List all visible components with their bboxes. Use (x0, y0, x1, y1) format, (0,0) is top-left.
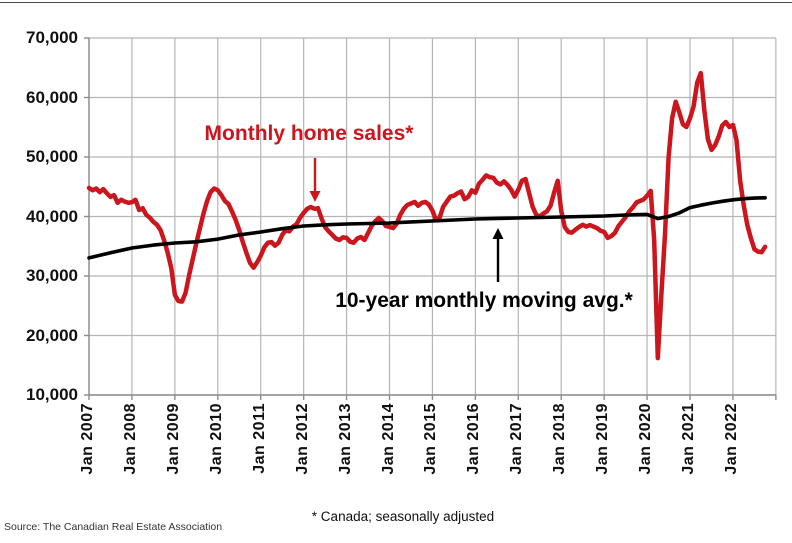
red-arrowhead (309, 191, 321, 202)
y-tick-label: 60,000 (26, 87, 78, 107)
x-tick-label: Jan 2009 (164, 403, 182, 475)
y-tick-label: 30,000 (26, 266, 78, 285)
x-tick-label: Jan 2012 (293, 403, 311, 475)
x-tick-label: Jan 2011 (250, 403, 268, 474)
series-monthly-home-sales (86, 70, 768, 361)
series-moving-avg (87, 196, 767, 260)
x-tick-label: Jan 2018 (551, 403, 569, 475)
annotation-ten-year-moving-avg: 10-year monthly moving avg.* (335, 289, 633, 312)
x-tick-label: Jan 2017 (508, 403, 526, 475)
black-arrowhead (492, 228, 504, 239)
x-tick-label: Jan 2013 (336, 403, 354, 475)
y-tick-label: 10,000 (26, 385, 78, 404)
x-tick-label: Jan 2021 (680, 403, 698, 475)
x-tick-label: Jan 2015 (422, 403, 440, 475)
y-tick-label: 50,000 (26, 147, 78, 166)
y-tick-label: 20,000 (26, 325, 78, 345)
x-tick-label: Jan 2008 (121, 403, 139, 475)
source-note: Source: The Canadian Real Estate Associa… (4, 521, 223, 533)
footnote: * Canada; seasonally adjusted (311, 509, 495, 524)
x-tick-label: Jan 2022 (722, 403, 740, 475)
x-tick-label: Jan 2007 (79, 403, 96, 475)
x-tick-label: Jan 2019 (594, 403, 612, 475)
annotation-monthly-home-sales: Monthly home sales* (204, 122, 414, 145)
x-tick-label: Jan 2016 (465, 403, 483, 475)
x-tick-label: Jan 2020 (637, 403, 655, 475)
y-tick-label: 70,000 (26, 28, 78, 47)
y-tick-label: 40,000 (26, 206, 78, 226)
top-border-rule (0, 2, 792, 3)
x-tick-label: Jan 2014 (379, 403, 397, 475)
x-tick-label: Jan 2010 (207, 403, 225, 475)
